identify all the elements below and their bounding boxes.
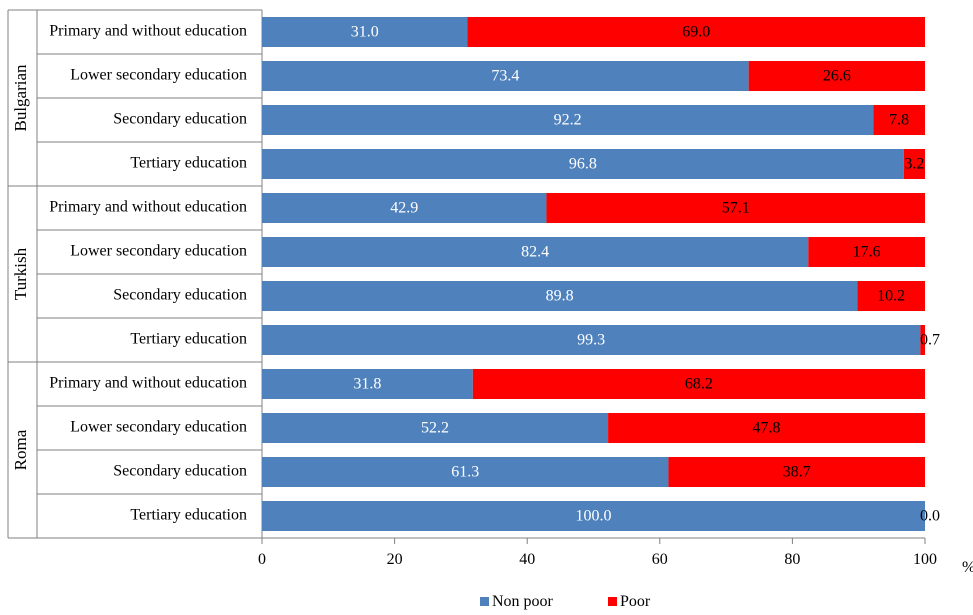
value-label-poor: 0.7 bbox=[920, 332, 940, 349]
category-label: Secondary education bbox=[113, 111, 247, 128]
value-label-non-poor: 82.4 bbox=[521, 244, 549, 261]
category-label: Secondary education bbox=[113, 287, 247, 304]
bar-poor bbox=[608, 413, 925, 443]
bar-non-poor bbox=[262, 369, 473, 399]
value-label-non-poor: 89.8 bbox=[546, 288, 574, 305]
bar-non-poor bbox=[262, 17, 468, 47]
category-label: Primary and without education bbox=[49, 23, 247, 40]
category-label: Tertiary education bbox=[130, 507, 247, 524]
category-label: Secondary education bbox=[113, 463, 247, 480]
value-label-non-poor: 42.9 bbox=[390, 200, 418, 217]
bar-non-poor bbox=[262, 149, 904, 179]
bar-poor bbox=[873, 105, 925, 135]
bar-non-poor bbox=[262, 237, 809, 267]
value-label-non-poor: 73.4 bbox=[491, 68, 519, 85]
bar-non-poor bbox=[262, 105, 874, 135]
legend: Non poor Poor bbox=[480, 593, 651, 610]
value-label-non-poor: 100.0 bbox=[576, 508, 612, 525]
value-label-poor: 38.7 bbox=[783, 464, 811, 481]
value-label-poor: 10.2 bbox=[877, 288, 905, 305]
group-label-bulgarian: Bulgarian bbox=[11, 64, 30, 132]
bar-non-poor bbox=[262, 325, 921, 355]
x-tick-label: 20 bbox=[387, 551, 403, 568]
category-label: Primary and without education bbox=[49, 199, 247, 216]
legend-label-poor: Poor bbox=[620, 593, 651, 610]
x-unit-label: % bbox=[962, 559, 973, 576]
bar-non-poor bbox=[262, 413, 609, 443]
bar-non-poor bbox=[262, 61, 749, 91]
category-label: Lower secondary education bbox=[70, 419, 247, 436]
x-tick-label: 80 bbox=[784, 551, 800, 568]
legend-label-non-poor: Non poor bbox=[492, 593, 554, 610]
value-label-poor: 57.1 bbox=[722, 200, 750, 217]
value-label-poor: 47.8 bbox=[753, 420, 781, 437]
x-tick-label: 60 bbox=[652, 551, 668, 568]
bar-non-poor bbox=[262, 193, 547, 223]
bar-poor bbox=[546, 193, 925, 223]
chart-frame bbox=[7, 9, 263, 539]
value-label-non-poor: 52.2 bbox=[421, 420, 449, 437]
value-label-non-poor: 61.3 bbox=[451, 464, 479, 481]
x-axis: 0 20 40 60 80 100% bbox=[258, 537, 973, 576]
value-label-poor: 26.6 bbox=[823, 68, 851, 85]
category-label: Tertiary education bbox=[130, 155, 247, 172]
group-label-turkish: Turkish bbox=[11, 247, 30, 300]
x-tick-label: 40 bbox=[519, 551, 535, 568]
x-tick-label: 0 bbox=[258, 551, 266, 568]
group-labels: Bulgarian Turkish Roma bbox=[11, 64, 30, 470]
bar-poor bbox=[472, 369, 925, 399]
bar-poor bbox=[920, 325, 925, 355]
value-label-non-poor: 31.8 bbox=[353, 376, 381, 393]
value-label-poor: 3.2 bbox=[904, 156, 924, 173]
category-label: Primary and without education bbox=[49, 375, 247, 392]
bar-poor bbox=[903, 149, 925, 179]
value-label-non-poor: 96.8 bbox=[569, 156, 597, 173]
category-label: Lower secondary education bbox=[70, 243, 247, 260]
bar-non-poor bbox=[262, 501, 925, 531]
legend-swatch-non-poor bbox=[480, 597, 489, 606]
group-label-roma: Roma bbox=[11, 429, 30, 470]
value-label-poor: 17.6 bbox=[853, 244, 881, 261]
value-label-non-poor: 31.0 bbox=[351, 24, 379, 41]
category-labels: Primary and without education Lower secon… bbox=[49, 23, 247, 524]
value-label-poor: 69.0 bbox=[682, 24, 710, 41]
legend-swatch-poor bbox=[608, 597, 617, 606]
value-label-poor: 0.0 bbox=[920, 508, 940, 525]
bar-poor bbox=[857, 281, 925, 311]
category-label: Lower secondary education bbox=[70, 67, 247, 84]
value-label-poor: 7.8 bbox=[889, 112, 909, 129]
bars bbox=[262, 17, 925, 531]
bar-poor bbox=[808, 237, 925, 267]
category-label: Tertiary education bbox=[130, 331, 247, 348]
value-label-non-poor: 92.2 bbox=[554, 112, 582, 129]
bar-poor bbox=[748, 61, 925, 91]
x-tick-label: 100 bbox=[913, 551, 937, 568]
value-label-non-poor: 99.3 bbox=[577, 332, 605, 349]
bar-non-poor bbox=[262, 457, 669, 487]
bar-non-poor bbox=[262, 281, 858, 311]
bar-poor bbox=[467, 17, 925, 47]
value-label-poor: 68.2 bbox=[685, 376, 713, 393]
value-labels: 31.0 69.0 73.4 26.6 92.2 7.8 96.8 3.2 42.9 57.1 82… bbox=[351, 24, 940, 525]
bar-poor bbox=[668, 457, 925, 487]
